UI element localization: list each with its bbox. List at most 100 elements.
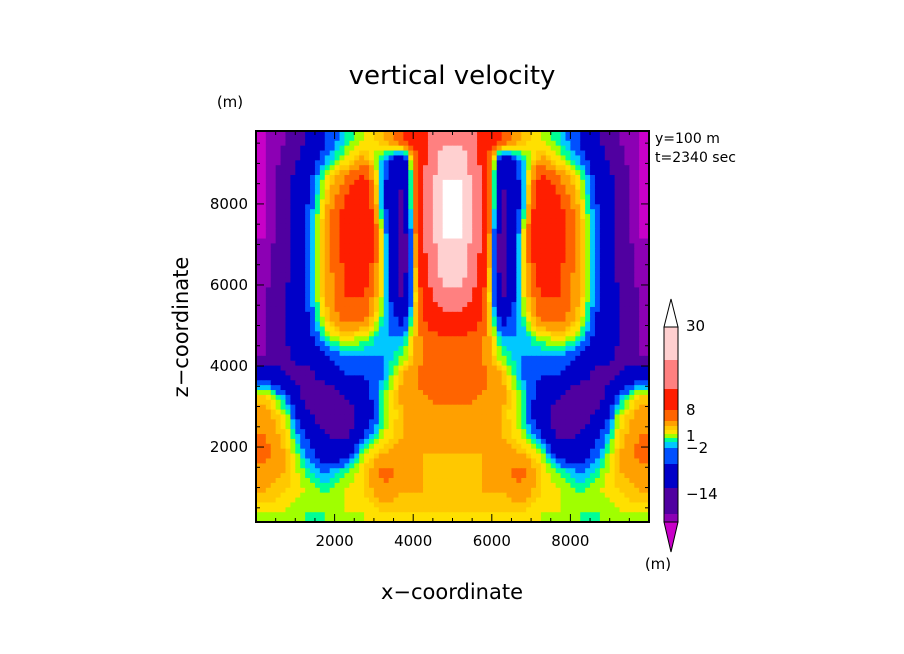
field-cell	[452, 326, 459, 332]
field-cell	[624, 253, 630, 259]
field-cell	[408, 355, 414, 362]
field-cell	[594, 238, 601, 245]
field-cell	[364, 228, 370, 235]
field-cell	[442, 214, 449, 220]
field-cell	[403, 184, 409, 191]
field-cell	[511, 365, 517, 372]
field-cell	[447, 326, 454, 332]
field-cell	[457, 292, 463, 298]
field-cell	[644, 394, 649, 401]
field-cell	[290, 346, 296, 352]
field-cell	[359, 189, 365, 196]
field-cell	[349, 355, 355, 362]
field-cell	[614, 272, 621, 279]
field-cell	[477, 429, 483, 435]
field-cell	[491, 209, 498, 215]
field-cell	[305, 214, 311, 220]
field-cell	[442, 248, 449, 254]
field-cell	[359, 355, 365, 362]
field-cell	[555, 238, 562, 245]
field-cell	[295, 243, 301, 249]
field-cell	[590, 331, 596, 337]
field-cell	[570, 414, 576, 420]
field-cell	[373, 365, 380, 372]
field-cell	[310, 262, 316, 269]
field-cell	[295, 321, 301, 328]
field-cell	[442, 424, 449, 430]
field-cell	[486, 145, 493, 152]
field-cell	[324, 409, 331, 416]
field-cell	[383, 194, 390, 201]
field-cell	[285, 150, 291, 157]
field-cell	[408, 267, 414, 274]
field-cell	[305, 429, 311, 435]
field-cell	[290, 331, 296, 337]
field-cell	[398, 360, 404, 367]
field-cell	[486, 194, 493, 201]
field-cell	[540, 306, 547, 313]
field-cell	[285, 218, 291, 225]
field-cell	[413, 424, 419, 430]
field-cell	[565, 306, 571, 313]
field-cell	[447, 140, 454, 147]
field-cell	[393, 262, 400, 269]
field-cell	[575, 326, 581, 332]
field-cell	[624, 365, 630, 372]
field-cell	[496, 409, 503, 416]
field-cell	[305, 350, 311, 357]
field-cell	[496, 306, 503, 313]
field-cell	[310, 267, 316, 274]
field-cell	[403, 223, 409, 230]
field-cell	[491, 131, 498, 137]
field-cell	[305, 385, 311, 391]
field-cell	[305, 302, 311, 308]
field-cell	[462, 184, 468, 191]
field-cell	[555, 365, 562, 372]
field-cell	[300, 277, 306, 284]
field-cell	[452, 390, 459, 396]
field-cell	[314, 409, 321, 416]
field-cell	[555, 287, 562, 293]
field-cell	[639, 380, 645, 386]
field-cell	[452, 223, 459, 230]
field-cell	[540, 365, 547, 372]
field-cell	[339, 404, 346, 411]
field-cell	[354, 145, 360, 152]
field-cell	[418, 336, 424, 342]
field-cell	[373, 174, 380, 181]
field-cell	[432, 419, 439, 425]
field-cell	[290, 194, 296, 201]
field-cell	[265, 336, 272, 342]
field-cell	[408, 253, 414, 259]
field-cell	[472, 277, 478, 284]
field-cell	[275, 404, 282, 411]
field-cell	[339, 292, 346, 298]
field-cell	[526, 306, 532, 313]
field-cell	[378, 306, 385, 313]
field-cell	[437, 380, 444, 386]
field-cell	[565, 341, 571, 347]
field-cell	[511, 135, 517, 142]
field-cell	[481, 155, 488, 161]
field-cell	[536, 390, 542, 396]
field-cell	[383, 131, 390, 137]
field-cell	[624, 218, 630, 225]
field-cell	[319, 390, 326, 396]
field-cell	[599, 346, 606, 352]
field-cell	[629, 419, 635, 425]
field-cell	[256, 380, 262, 386]
field-cell	[619, 419, 626, 425]
field-cell	[604, 228, 611, 235]
field-cell	[388, 145, 395, 152]
field-cell	[432, 131, 439, 137]
field-cell	[305, 336, 311, 342]
field-cell	[644, 292, 649, 298]
field-cell	[300, 282, 306, 288]
field-cell	[388, 350, 395, 357]
field-cell	[280, 306, 287, 313]
field-cell	[619, 218, 626, 225]
field-cell	[354, 429, 360, 435]
field-cell	[531, 189, 537, 196]
field-cell	[521, 189, 527, 196]
field-cell	[609, 360, 616, 367]
